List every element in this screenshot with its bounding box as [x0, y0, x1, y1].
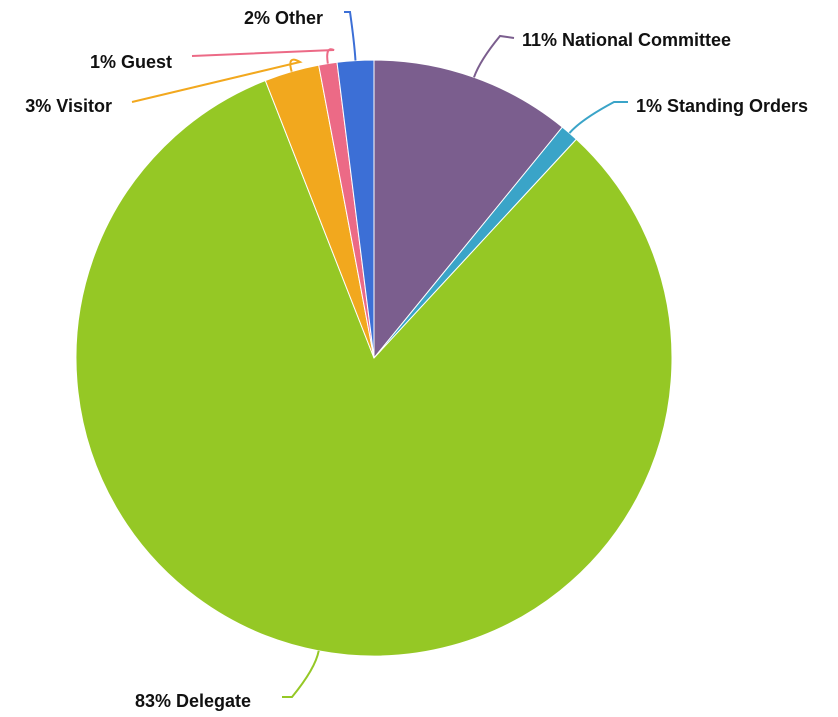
leader-line-standing-orders — [568, 101, 628, 134]
leader-lines-layer — [131, 11, 628, 698]
slice-label-delegate: 83% Delegate — [135, 691, 251, 711]
labels-layer: 11% National Committee 1% Standing Orders… — [25, 8, 808, 711]
slice-label-guest: 1% Guest — [90, 52, 172, 72]
pie-slice-national-committee[interactable] — [373, 59, 564, 360]
slices-layer — [75, 59, 673, 657]
leader-line-delegate — [282, 650, 320, 698]
pie-slice-other[interactable] — [336, 59, 375, 359]
leader-line-visitor — [131, 58, 303, 103]
leader-line-other — [344, 11, 357, 61]
leader-line-guest — [191, 48, 335, 64]
leader-line-national-committee — [473, 34, 515, 78]
slice-label-other: 2% Other — [244, 8, 323, 28]
slice-label-national-committee: 11% National Committee — [522, 30, 731, 50]
slice-label-standing-orders: 1% Standing Orders — [636, 96, 808, 116]
pie-slice-delegate[interactable] — [75, 79, 673, 657]
slice-label-visitor: 3% Visitor — [25, 96, 112, 116]
